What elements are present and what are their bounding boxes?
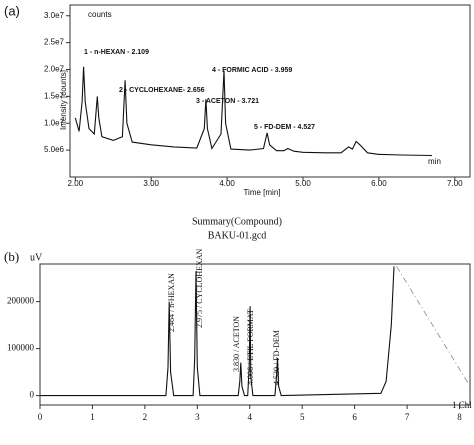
trace-line xyxy=(74,66,433,157)
panel-b: (b) Summary(Compound) BAKU-01.gcd uV 1 C… xyxy=(4,216,472,422)
annotation: 2.975 / CYCLOHEXAN xyxy=(195,248,204,328)
annotation: 2.464 / n-HEXAN xyxy=(167,273,176,332)
x-tick-label: 6 xyxy=(352,412,357,422)
annotation: 1 - n-HEXAN - 2.109 xyxy=(84,49,149,56)
panel-a: (a) counts min Time [min] Intensity [cou… xyxy=(4,3,471,197)
y-tick-label: 3.0e7 xyxy=(44,11,65,20)
y-tick-label: 1.5e7 xyxy=(44,91,65,100)
channel-label: 1 Chl xyxy=(452,400,472,410)
annotation: 4.530 / FD-DEM xyxy=(272,330,281,385)
annotation: 4.006 / ETIL FORMAT xyxy=(246,309,255,385)
x-tick-label: 6.00 xyxy=(371,179,387,188)
x-tick-label: 8 xyxy=(457,412,462,422)
x-tick-label: 2 xyxy=(143,412,148,422)
y-axis-label: Intensity [counts] xyxy=(59,70,68,130)
annotation: 4 - FORMIC ACID - 3.959 xyxy=(212,67,292,74)
chart-subtitle: BAKU-01.gcd xyxy=(208,230,267,241)
trace-line xyxy=(396,266,470,387)
y-tick-label: 2.5e7 xyxy=(44,38,65,47)
plot-frame xyxy=(39,263,471,406)
x-axis-label: Time [min] xyxy=(243,188,280,197)
x-tick-label: 1 xyxy=(90,412,95,422)
x-tick-label: 2.00 xyxy=(68,179,84,188)
x-tick-label: 4 xyxy=(248,412,253,422)
x-tick-label: 5 xyxy=(300,412,305,422)
x-tick-label: 7 xyxy=(405,412,410,422)
annotation: 3 - ACETON - 3.721 xyxy=(196,98,259,105)
plot-frame xyxy=(69,4,471,178)
x-tick-label: 0 xyxy=(38,412,43,422)
y-tick-label: 1.0e7 xyxy=(44,118,65,127)
annotation: 2 - CYCLOHEXANE- 2.656 xyxy=(119,87,205,94)
y-unit: uV xyxy=(30,252,43,263)
x-unit: min xyxy=(428,157,441,166)
x-tick-label: 3 xyxy=(195,412,200,422)
y-unit: counts xyxy=(88,10,112,19)
y-tick-label: 200000 xyxy=(7,296,35,306)
x-tick-label: 3.00 xyxy=(143,179,159,188)
x-tick-label: 4.00 xyxy=(219,179,235,188)
y-tick-label: 0 xyxy=(30,390,35,400)
y-tick-label: 2.0e7 xyxy=(44,65,65,74)
y-tick-label: 100000 xyxy=(7,343,35,353)
panel-label: (b) xyxy=(4,249,19,264)
panel-label: (a) xyxy=(4,3,20,18)
x-tick-label: 7.00 xyxy=(447,179,463,188)
annotation: 3.830 / ACETON xyxy=(232,316,241,372)
y-tick-label: 5.0e6 xyxy=(44,145,65,154)
annotation: 5 - FD-DEM - 4.527 xyxy=(254,124,315,131)
x-tick-label: 5.00 xyxy=(295,179,311,188)
chart-title: Summary(Compound) xyxy=(192,216,282,227)
trace-line xyxy=(40,266,395,397)
